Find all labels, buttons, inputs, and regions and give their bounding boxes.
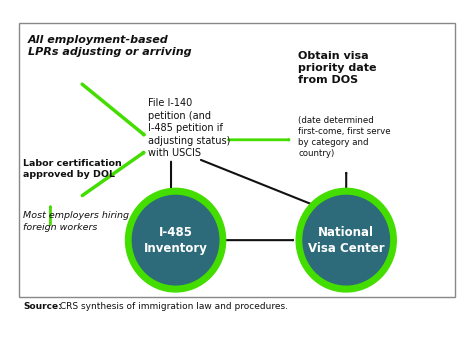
Text: CRS synthesis of immigration law and procedures.: CRS synthesis of immigration law and pro… [57, 302, 288, 311]
FancyBboxPatch shape [18, 24, 456, 297]
Text: All employment-based
LPRs adjusting or arriving: All employment-based LPRs adjusting or a… [27, 35, 191, 57]
Ellipse shape [303, 195, 390, 285]
Text: Obtain visa
priority date
from DOS: Obtain visa priority date from DOS [299, 50, 377, 85]
Text: Labor certification
approved by DOL: Labor certification approved by DOL [23, 159, 122, 179]
Ellipse shape [132, 195, 219, 285]
Text: File I-140
petition (and
I-485 petition if
adjusting status)
with USCIS: File I-140 petition (and I-485 petition … [148, 98, 231, 158]
Ellipse shape [296, 188, 396, 292]
Text: I-485
Inventory: I-485 Inventory [144, 226, 208, 255]
Text: Source:: Source: [23, 302, 62, 311]
Text: (date determined
first-come, first serve
by category and
country): (date determined first-come, first serve… [299, 116, 391, 158]
Ellipse shape [126, 188, 226, 292]
Text: Most employers hiring
foreign workers: Most employers hiring foreign workers [23, 212, 129, 232]
Text: National
Visa Center: National Visa Center [308, 226, 384, 255]
